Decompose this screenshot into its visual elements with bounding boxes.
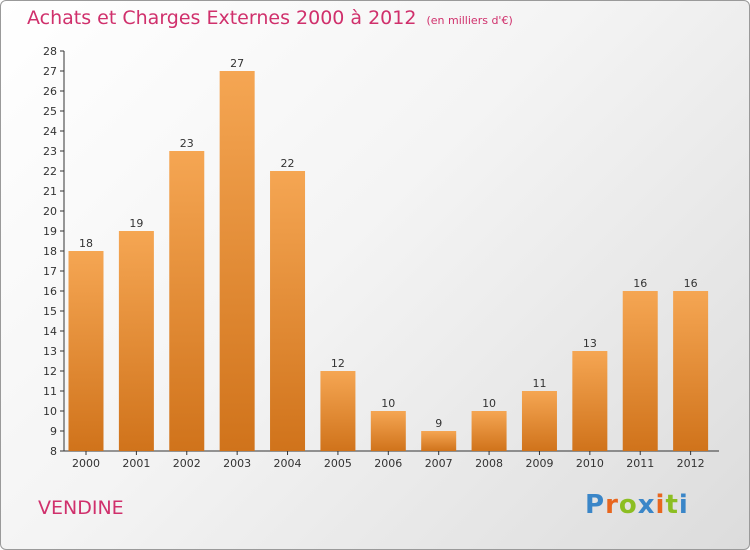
y-tick-label: 22: [43, 165, 57, 178]
bar-value-label: 11: [532, 377, 546, 390]
bar-2011: [622, 291, 658, 451]
bar-2002: [169, 151, 205, 451]
bar-value-label: 10: [381, 397, 395, 410]
y-tick-label: 28: [43, 45, 57, 58]
x-tick-label: 2008: [475, 457, 503, 470]
y-tick-label: 25: [43, 105, 57, 118]
bar-value-label: 22: [281, 157, 295, 170]
bar-2009: [521, 391, 557, 451]
x-tick-label: 2003: [223, 457, 251, 470]
x-tick-label: 2004: [274, 457, 302, 470]
bar-series: 18 19 23 27 22 12 10 9 10 11 13 16 16: [68, 57, 709, 451]
chart-subtitle: (en milliers d'€): [426, 14, 513, 27]
logo-letter: r: [605, 490, 619, 520]
bar-2008: [471, 411, 507, 451]
x-tick-label: 2005: [324, 457, 352, 470]
chart-title: Achats et Charges Externes 2000 à 2012 (e…: [27, 7, 513, 29]
bar-2006: [370, 411, 406, 451]
logo-letter: x: [637, 490, 656, 520]
x-tick-label: 2001: [122, 457, 150, 470]
x-axis-ticks: 2000 2001 2002 2003 2004 2005 2006 2007 2008 2009…: [72, 451, 705, 470]
logo-letter: i: [678, 490, 689, 520]
x-tick-label: 2009: [525, 457, 553, 470]
bar-2004: [270, 171, 306, 451]
x-tick-label: 2000: [72, 457, 100, 470]
y-tick-label: 18: [43, 245, 57, 258]
bar-2010: [572, 351, 608, 451]
bar-value-label: 12: [331, 357, 345, 370]
y-tick-label: 12: [43, 365, 57, 378]
bar-2001: [118, 231, 154, 451]
bar-value-label: 16: [633, 277, 647, 290]
y-axis-ticks: 8 9 10 11 12 13 14 15 16 17 18 19 20 21 22 23 24 25 26 27 28: [43, 45, 64, 458]
y-tick-label: 20: [43, 205, 57, 218]
logo-letter: i: [655, 490, 666, 520]
x-tick-label: 2006: [374, 457, 402, 470]
y-tick-label: 10: [43, 405, 57, 418]
bar-value-label: 10: [482, 397, 496, 410]
y-tick-label: 23: [43, 145, 57, 158]
x-tick-label: 2012: [677, 457, 705, 470]
x-tick-label: 2011: [626, 457, 654, 470]
y-tick-label: 24: [43, 125, 57, 138]
bar-value-label: 23: [180, 137, 194, 150]
y-tick-label: 14: [43, 325, 57, 338]
y-tick-label: 17: [43, 265, 57, 278]
y-tick-label: 8: [50, 445, 57, 458]
x-tick-label: 2010: [576, 457, 604, 470]
y-tick-label: 21: [43, 185, 57, 198]
bar-2007: [421, 431, 457, 451]
bar-value-label: 16: [684, 277, 698, 290]
y-tick-label: 16: [43, 285, 57, 298]
bar-2012: [673, 291, 709, 451]
y-tick-label: 13: [43, 345, 57, 358]
x-tick-label: 2007: [425, 457, 453, 470]
logo-letter: P: [585, 490, 606, 520]
title-text: Achats et Charges Externes 2000 à 2012: [27, 7, 417, 29]
bar-2000: [68, 251, 104, 451]
bar-value-label: 13: [583, 337, 597, 350]
bar-value-label: 27: [230, 57, 244, 70]
y-tick-label: 19: [43, 225, 57, 238]
y-tick-label: 15: [43, 305, 57, 318]
logo-letter: o: [618, 490, 638, 520]
y-tick-label: 9: [50, 425, 57, 438]
bar-2003: [219, 71, 255, 451]
logo-letter: t: [665, 490, 679, 520]
y-tick-label: 27: [43, 65, 57, 78]
bar-2005: [320, 371, 356, 451]
x-tick-label: 2002: [173, 457, 201, 470]
proxiti-logo: Proxiti: [585, 490, 689, 520]
bar-value-label: 18: [79, 237, 93, 250]
y-tick-label: 26: [43, 85, 57, 98]
y-tick-label: 11: [43, 385, 57, 398]
bar-value-label: 9: [435, 417, 442, 430]
bar-value-label: 19: [129, 217, 143, 230]
commune-name: VENDINE: [38, 497, 124, 519]
